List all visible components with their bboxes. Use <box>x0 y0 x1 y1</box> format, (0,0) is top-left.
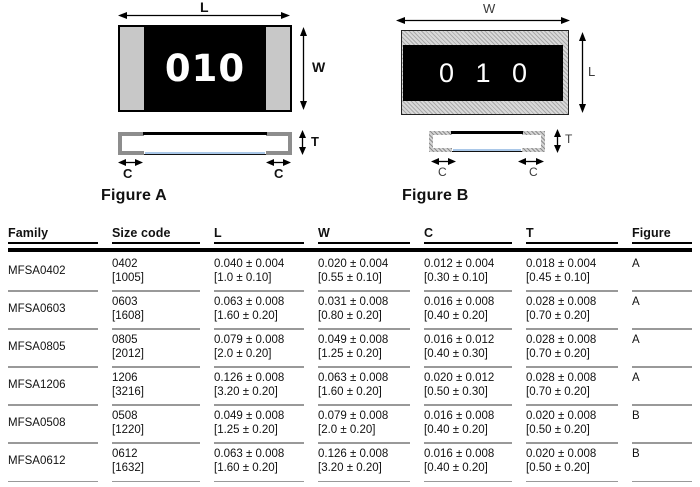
cell-t: 0.020 ± 0.008 [0.50 ± 0.20] <box>526 404 632 442</box>
cell-t: 0.020 ± 0.008 [0.50 ± 0.20] <box>526 442 632 482</box>
table-row: MFSA0612 0612 [1632] 0.063 ± 0.008 [1.60 ± 0… <box>8 442 692 482</box>
cap-dimension-arrow-right <box>266 159 291 166</box>
cell-size_code: 1206 [3216] <box>112 366 214 404</box>
cell-c: 0.020 ± 0.012 [0.50 ± 0.30] <box>424 366 526 404</box>
cell-figure: A <box>632 366 692 404</box>
cell-family: MFSA0508 <box>8 404 112 442</box>
cell-figure: B <box>632 404 692 442</box>
cell-l: 0.049 ± 0.008 [1.25 ± 0.20] <box>214 404 318 442</box>
figure-a-cap-label-left: C <box>123 166 133 181</box>
cell-c: 0.016 ± 0.008 [0.40 ± 0.20] <box>424 290 526 328</box>
table-row: MFSA0402 0402 [1005] 0.040 ± 0.004 [1.0 ± 0.… <box>8 250 692 290</box>
cap-dimension-arrow-left <box>118 159 143 166</box>
cell-w: 0.063 ± 0.008 [1.60 ± 0.20] <box>318 366 424 404</box>
figure-b-cap-label-left: C <box>438 165 447 179</box>
cell-family: MFSA0612 <box>8 442 112 482</box>
column-header-family: Family <box>8 226 112 250</box>
column-header-w: W <box>318 226 424 250</box>
figure-b-width-label: W <box>483 1 496 16</box>
table-body: MFSA0402 0402 [1005] 0.040 ± 0.004 [1.0 ± 0.… <box>8 250 692 482</box>
cell-t: 0.028 ± 0.008 [0.70 ± 0.20] <box>526 290 632 328</box>
cell-l: 0.063 ± 0.008 [1.60 ± 0.20] <box>214 290 318 328</box>
cell-w: 0.049 ± 0.008 [1.25 ± 0.20] <box>318 328 424 366</box>
length-dimension-arrow <box>579 32 586 113</box>
width-dimension-arrow <box>300 27 307 110</box>
end-cap-right <box>266 132 292 155</box>
cap-dimension-arrow-left <box>431 158 456 165</box>
cap-dimension-arrow-right <box>518 158 544 165</box>
figure-a-cap-label-right: C <box>274 166 284 181</box>
cell-c: 0.016 ± 0.012 [0.40 ± 0.30] <box>424 328 526 366</box>
cell-t: 0.028 ± 0.008 [0.70 ± 0.20] <box>526 328 632 366</box>
end-cap-right <box>522 131 545 152</box>
cell-w: 0.031 ± 0.008 [0.80 ± 0.20] <box>318 290 424 328</box>
figure-b-length-label: L <box>588 64 596 79</box>
chip-top-view-a: 010 <box>118 25 292 112</box>
length-dimension-arrow <box>118 12 290 19</box>
cell-size_code: 0508 [1220] <box>112 404 214 442</box>
cell-w: 0.079 ± 0.008 [2.0 ± 0.20] <box>318 404 424 442</box>
cell-size_code: 0805 [2012] <box>112 328 214 366</box>
table-row: MFSA0603 0603 [1608] 0.063 ± 0.008 [1.60 ± 0… <box>8 290 692 328</box>
substrate-line <box>453 149 521 151</box>
thickness-dimension-arrow <box>299 130 306 155</box>
resistive-layer-line <box>451 131 523 134</box>
cell-figure: B <box>632 442 692 482</box>
cell-family: MFSA0805 <box>8 328 112 366</box>
cell-t: 0.018 ± 0.004 [0.45 ± 0.10] <box>526 258 597 284</box>
figure-a-thickness-label: T <box>311 134 319 149</box>
column-header-size-code: Size code <box>112 226 214 250</box>
resistor-body: 0 1 0 <box>403 45 563 101</box>
cell-family: MFSA1206 <box>8 366 112 404</box>
left-terminal <box>120 27 144 110</box>
column-header-c: C <box>424 226 526 250</box>
right-terminal <box>266 27 290 110</box>
figure-a-caption: Figure A <box>101 187 167 204</box>
cell-l: 0.079 ± 0.008 [2.0 ± 0.20] <box>214 328 318 366</box>
figure-a-width-label: W <box>312 59 326 75</box>
cell-c: 0.016 ± 0.008 [0.40 ± 0.20] <box>424 404 526 442</box>
substrate-line <box>145 152 265 154</box>
table-row: MFSA1206 1206 [3216] 0.126 ± 0.008 [3.20 ± 0… <box>8 366 692 404</box>
table-header-row: Family Size code L W C T Figure <box>8 226 692 250</box>
resistive-layer-line <box>143 132 267 135</box>
cell-figure: A <box>632 258 640 270</box>
cell-size_code: 0612 [1632] <box>112 442 214 482</box>
column-header-t: T <box>526 226 632 250</box>
chip-top-view-b: 0 1 0 <box>401 30 569 115</box>
thickness-dimension-arrow <box>554 129 561 153</box>
table-row: MFSA0508 0508 [1220] 0.049 ± 0.008 [1.25 ± 0… <box>8 404 692 442</box>
resistor-marking: 010 <box>164 47 246 90</box>
cell-size_code: 0603 [1608] <box>112 290 214 328</box>
cell-t: 0.028 ± 0.008 [0.70 ± 0.20] <box>526 366 632 404</box>
end-cap-left <box>429 131 452 152</box>
cell-size_code: 0402 [1005] <box>112 258 144 284</box>
cell-c: 0.012 ± 0.004 [0.30 ± 0.10] <box>424 258 495 284</box>
cell-figure: A <box>632 290 692 328</box>
width-dimension-arrow <box>396 17 570 24</box>
column-header-figure: Figure <box>632 226 692 250</box>
figure-b-caption: Figure B <box>402 187 469 204</box>
chip-side-view-b <box>429 131 545 152</box>
figure-b-thickness-label: T <box>565 132 573 146</box>
column-header-l: L <box>214 226 318 250</box>
cell-c: 0.016 ± 0.008 [0.40 ± 0.20] <box>424 442 526 482</box>
figure-a-length-label: L <box>200 0 209 15</box>
cell-family: MFSA0603 <box>8 290 112 328</box>
resistor-marking: 0 1 0 <box>438 57 535 88</box>
cell-w: 0.126 ± 0.008 [3.20 ± 0.20] <box>318 442 424 482</box>
cell-family: MFSA0402 <box>8 265 66 277</box>
cell-l: 0.063 ± 0.008 [1.60 ± 0.20] <box>214 442 318 482</box>
dimension-table: Family Size code L W C T Figure MFSA0402 0402 [1… <box>8 226 692 482</box>
cell-l: 0.126 ± 0.008 [3.20 ± 0.20] <box>214 366 318 404</box>
chip-side-view-a <box>118 132 292 155</box>
cell-w: 0.020 ± 0.004 [0.55 ± 0.10] <box>318 258 389 284</box>
cell-figure: A <box>632 328 692 366</box>
table-row: MFSA0805 0805 [2012] 0.079 ± 0.008 [2.0 ± 0.… <box>8 328 692 366</box>
figure-b-cap-label-right: C <box>529 165 538 179</box>
end-cap-left <box>118 132 144 155</box>
cell-l: 0.040 ± 0.004 [1.0 ± 0.10] <box>214 258 285 284</box>
